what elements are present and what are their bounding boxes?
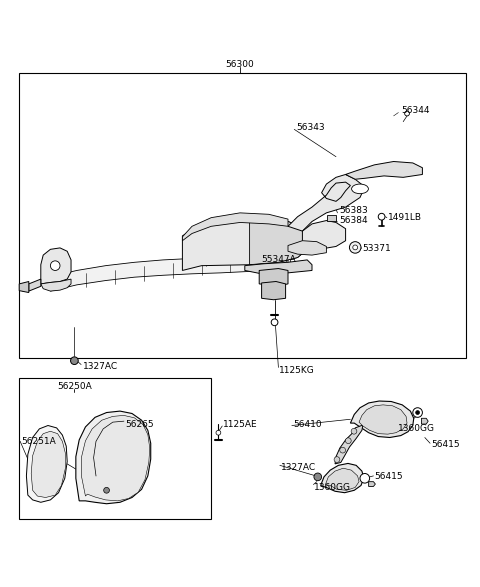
Polygon shape	[262, 282, 286, 300]
Circle shape	[50, 261, 60, 271]
Text: 1491LB: 1491LB	[388, 213, 422, 222]
Polygon shape	[288, 174, 365, 231]
Text: 56344: 56344	[401, 106, 429, 114]
Polygon shape	[350, 401, 414, 437]
Polygon shape	[29, 279, 41, 291]
Polygon shape	[182, 213, 288, 241]
Circle shape	[353, 245, 358, 250]
Text: 56265: 56265	[126, 420, 155, 429]
Circle shape	[405, 111, 409, 116]
Text: 56415: 56415	[374, 473, 403, 481]
Circle shape	[378, 213, 385, 220]
Text: 1360GG: 1360GG	[398, 424, 435, 433]
Bar	[19, 377, 211, 519]
Polygon shape	[26, 426, 67, 502]
Circle shape	[416, 411, 420, 414]
Text: 56384: 56384	[339, 216, 368, 225]
Text: 55347A: 55347A	[262, 255, 296, 264]
Polygon shape	[50, 250, 288, 291]
Circle shape	[71, 357, 78, 365]
Text: 1327AC: 1327AC	[83, 362, 118, 371]
Text: 56415: 56415	[431, 440, 460, 449]
Circle shape	[351, 429, 357, 434]
Polygon shape	[321, 463, 364, 492]
Polygon shape	[19, 282, 29, 292]
Circle shape	[413, 408, 422, 417]
Text: 56410: 56410	[293, 420, 322, 429]
Polygon shape	[182, 219, 307, 271]
Polygon shape	[245, 260, 312, 274]
Text: 1125AE: 1125AE	[223, 420, 258, 429]
Bar	[19, 73, 466, 358]
Circle shape	[360, 474, 370, 483]
Circle shape	[314, 473, 322, 481]
Polygon shape	[288, 241, 326, 255]
Polygon shape	[346, 161, 422, 179]
Circle shape	[340, 447, 346, 453]
Polygon shape	[359, 405, 407, 434]
Polygon shape	[41, 279, 71, 291]
Text: 1327AC: 1327AC	[281, 463, 316, 472]
Text: 56250A: 56250A	[57, 382, 92, 390]
Polygon shape	[76, 411, 151, 504]
Text: 1360GG: 1360GG	[314, 484, 351, 492]
Text: 56343: 56343	[296, 123, 325, 133]
Text: 56251A: 56251A	[21, 437, 56, 446]
Polygon shape	[421, 419, 428, 424]
Circle shape	[271, 319, 278, 326]
Text: 56300: 56300	[226, 60, 254, 69]
Polygon shape	[325, 468, 359, 490]
Polygon shape	[41, 248, 71, 284]
Circle shape	[216, 430, 221, 435]
Circle shape	[334, 457, 340, 463]
Polygon shape	[335, 425, 363, 464]
Bar	[327, 215, 336, 221]
Polygon shape	[31, 431, 65, 498]
Text: 53371: 53371	[362, 244, 391, 253]
Polygon shape	[369, 482, 375, 487]
Text: 1125KG: 1125KG	[279, 366, 315, 375]
Polygon shape	[259, 268, 288, 286]
Circle shape	[349, 242, 361, 253]
Polygon shape	[302, 221, 346, 249]
Circle shape	[104, 487, 109, 493]
Ellipse shape	[351, 184, 369, 194]
Polygon shape	[250, 219, 307, 265]
Text: 56383: 56383	[339, 207, 368, 215]
Circle shape	[346, 438, 351, 444]
Polygon shape	[82, 416, 150, 501]
